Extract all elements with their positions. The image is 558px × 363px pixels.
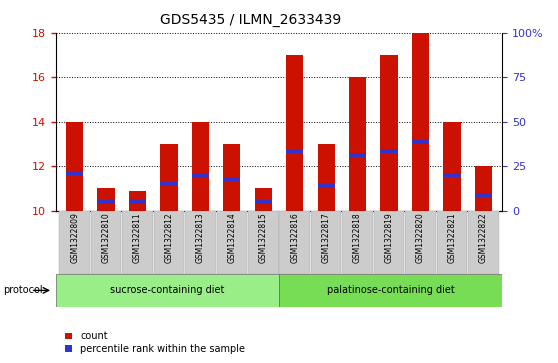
Bar [129,200,146,204]
Bar [349,77,366,211]
Legend: count, percentile rank within the sample: count, percentile rank within the sample [61,327,249,358]
Text: GSM1322821: GSM1322821 [448,212,456,263]
Text: GSM1322811: GSM1322811 [133,212,142,263]
Bar [56,274,279,307]
Bar [223,178,240,182]
Bar [412,140,429,144]
Bar [160,182,177,186]
Text: GSM1322815: GSM1322815 [259,212,268,263]
Text: sucrose-containing diet: sucrose-containing diet [110,285,224,295]
Bar [286,55,304,211]
Bar [153,211,184,274]
Bar [311,211,341,274]
Bar [66,171,83,175]
Bar [122,211,153,274]
Text: GSM1322816: GSM1322816 [290,212,299,263]
Bar [443,122,460,211]
Bar [374,211,405,274]
Bar [443,173,460,177]
Text: GSM1322810: GSM1322810 [102,212,110,263]
Text: GDS5435 / ILMN_2633439: GDS5435 / ILMN_2633439 [161,13,341,27]
Bar [254,188,272,211]
Bar [192,122,209,211]
Bar [217,211,247,274]
Text: GSM1322822: GSM1322822 [479,212,488,263]
Text: palatinose-containing diet: palatinose-containing diet [327,285,454,295]
Bar [192,173,209,177]
Bar [468,211,499,274]
Bar [475,193,492,197]
Bar [412,33,429,211]
Bar [129,191,146,211]
Bar [185,211,216,274]
Text: GSM1322809: GSM1322809 [70,212,79,263]
Bar [436,211,467,274]
Text: GSM1322819: GSM1322819 [384,212,393,263]
Bar [248,211,278,274]
Text: GSM1322813: GSM1322813 [196,212,205,263]
Bar [98,188,115,211]
Text: GSM1322814: GSM1322814 [227,212,237,263]
Bar [349,153,366,157]
Bar [318,144,335,211]
Bar [381,55,398,211]
Bar [475,166,492,211]
Text: GSM1322818: GSM1322818 [353,212,362,263]
Bar [254,200,272,204]
Bar [279,274,502,307]
Bar [160,144,177,211]
Text: GSM1322820: GSM1322820 [416,212,425,263]
Bar [59,211,90,274]
Text: GSM1322812: GSM1322812 [165,212,174,263]
Text: protocol: protocol [3,285,42,295]
Bar [66,122,83,211]
Bar [98,200,115,204]
Bar [342,211,373,274]
Bar [286,148,304,152]
Bar [381,148,398,152]
Bar [91,211,122,274]
Bar [405,211,436,274]
Bar [280,211,310,274]
Bar [318,184,335,188]
Bar [223,144,240,211]
Text: GSM1322817: GSM1322817 [321,212,331,263]
